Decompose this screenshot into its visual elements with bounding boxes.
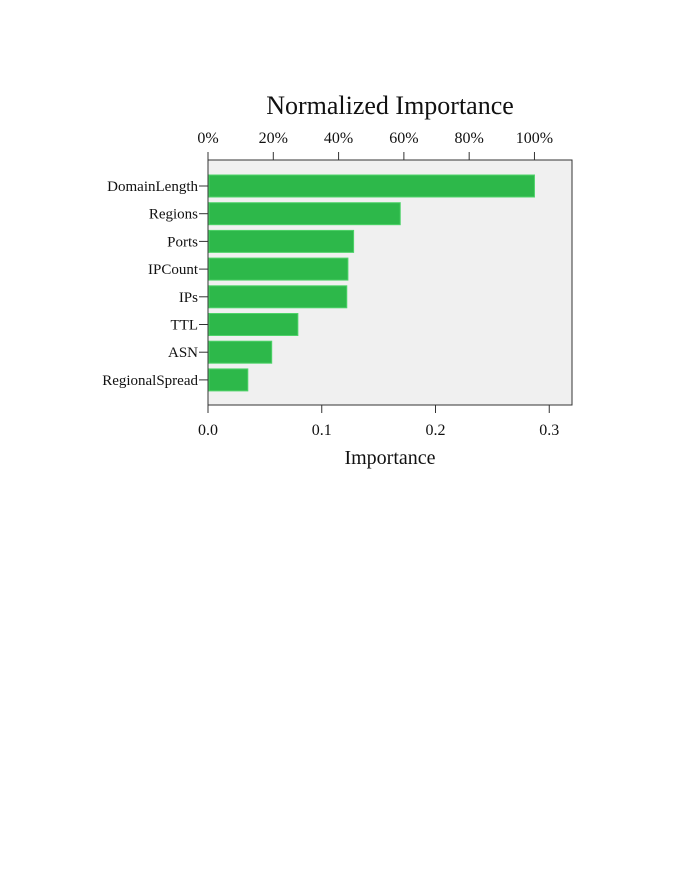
bar-ttl [208, 313, 299, 336]
plot-area [207, 159, 573, 406]
category-label-ttl: TTL [171, 318, 199, 334]
x-tick-label: 0.2 [426, 422, 446, 439]
x-tick-label: 0.1 [312, 422, 332, 439]
category-labels: DomainLength Regions Ports IPCount IPs TTL ASN… [102, 179, 208, 389]
bar-ipcount [208, 257, 349, 281]
category-label-regions: Regions [149, 207, 198, 223]
bottom-axis: 0.0 0.1 0.2 0.3 [198, 405, 559, 439]
category-label-asn: ASN [168, 345, 198, 361]
bar-regionalspread [208, 368, 249, 392]
category-label-domainlength: DomainLength [107, 179, 198, 195]
top-tick-label: 20% [259, 130, 288, 147]
bar-domainlength [208, 174, 535, 198]
top-tick-label: 60% [389, 130, 418, 147]
chart-title: Normalized Importance [266, 91, 514, 120]
top-tick-label: 80% [455, 130, 484, 147]
bars-group [208, 174, 535, 392]
x-tick-label: 0.3 [539, 422, 559, 439]
category-label-ipcount: IPCount [148, 262, 199, 278]
bar-ports [208, 229, 355, 253]
bar-asn [208, 340, 273, 364]
top-tick-label: 100% [516, 130, 553, 147]
top-axis: 0% 20% 40% 60% 80% 100% [197, 130, 553, 160]
bar-ips [208, 285, 348, 309]
category-label-regionalspread: RegionalSpread [102, 373, 198, 389]
top-tick-label: 0% [197, 130, 218, 147]
x-tick-label: 0.0 [198, 422, 218, 439]
category-label-ports: Ports [167, 234, 198, 250]
category-label-ips: IPs [179, 290, 198, 306]
x-axis-label: Importance [344, 447, 435, 469]
top-tick-label: 40% [324, 130, 353, 147]
bar-regions [208, 202, 401, 226]
